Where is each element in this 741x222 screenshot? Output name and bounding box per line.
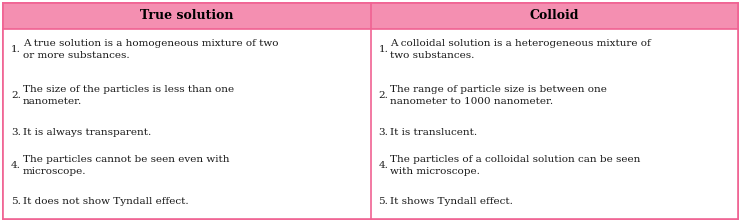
Text: The particles cannot be seen even with
microscope.: The particles cannot be seen even with m…: [23, 155, 230, 176]
Text: 4.: 4.: [11, 161, 21, 170]
Text: 3.: 3.: [11, 128, 21, 137]
Bar: [3, 3, 370, 29]
Bar: [370, 3, 738, 29]
Text: It does not show Tyndall effect.: It does not show Tyndall effect.: [23, 197, 189, 206]
Text: 1.: 1.: [379, 45, 388, 54]
Text: Colloid: Colloid: [530, 10, 579, 22]
Text: It is always transparent.: It is always transparent.: [23, 128, 151, 137]
Text: True solution: True solution: [140, 10, 233, 22]
Text: 4.: 4.: [379, 161, 388, 170]
Text: The size of the particles is less than one
nanometer.: The size of the particles is less than o…: [23, 85, 234, 106]
Text: 3.: 3.: [379, 128, 388, 137]
Text: 2.: 2.: [11, 91, 21, 100]
Text: It is translucent.: It is translucent.: [391, 128, 478, 137]
Text: The particles of a colloidal solution can be seen
with microscope.: The particles of a colloidal solution ca…: [391, 155, 641, 176]
Text: 5.: 5.: [11, 197, 21, 206]
Text: A colloidal solution is a heterogeneous mixture of
two substances.: A colloidal solution is a heterogeneous …: [391, 39, 651, 60]
Text: 5.: 5.: [379, 197, 388, 206]
Text: The range of particle size is between one
nanometer to 1000 nanometer.: The range of particle size is between on…: [391, 85, 608, 106]
Text: 2.: 2.: [379, 91, 388, 100]
Text: A true solution is a homogeneous mixture of two
or more substances.: A true solution is a homogeneous mixture…: [23, 39, 279, 60]
Text: 1.: 1.: [11, 45, 21, 54]
Text: It shows Tyndall effect.: It shows Tyndall effect.: [391, 197, 514, 206]
Bar: [3, 29, 738, 219]
